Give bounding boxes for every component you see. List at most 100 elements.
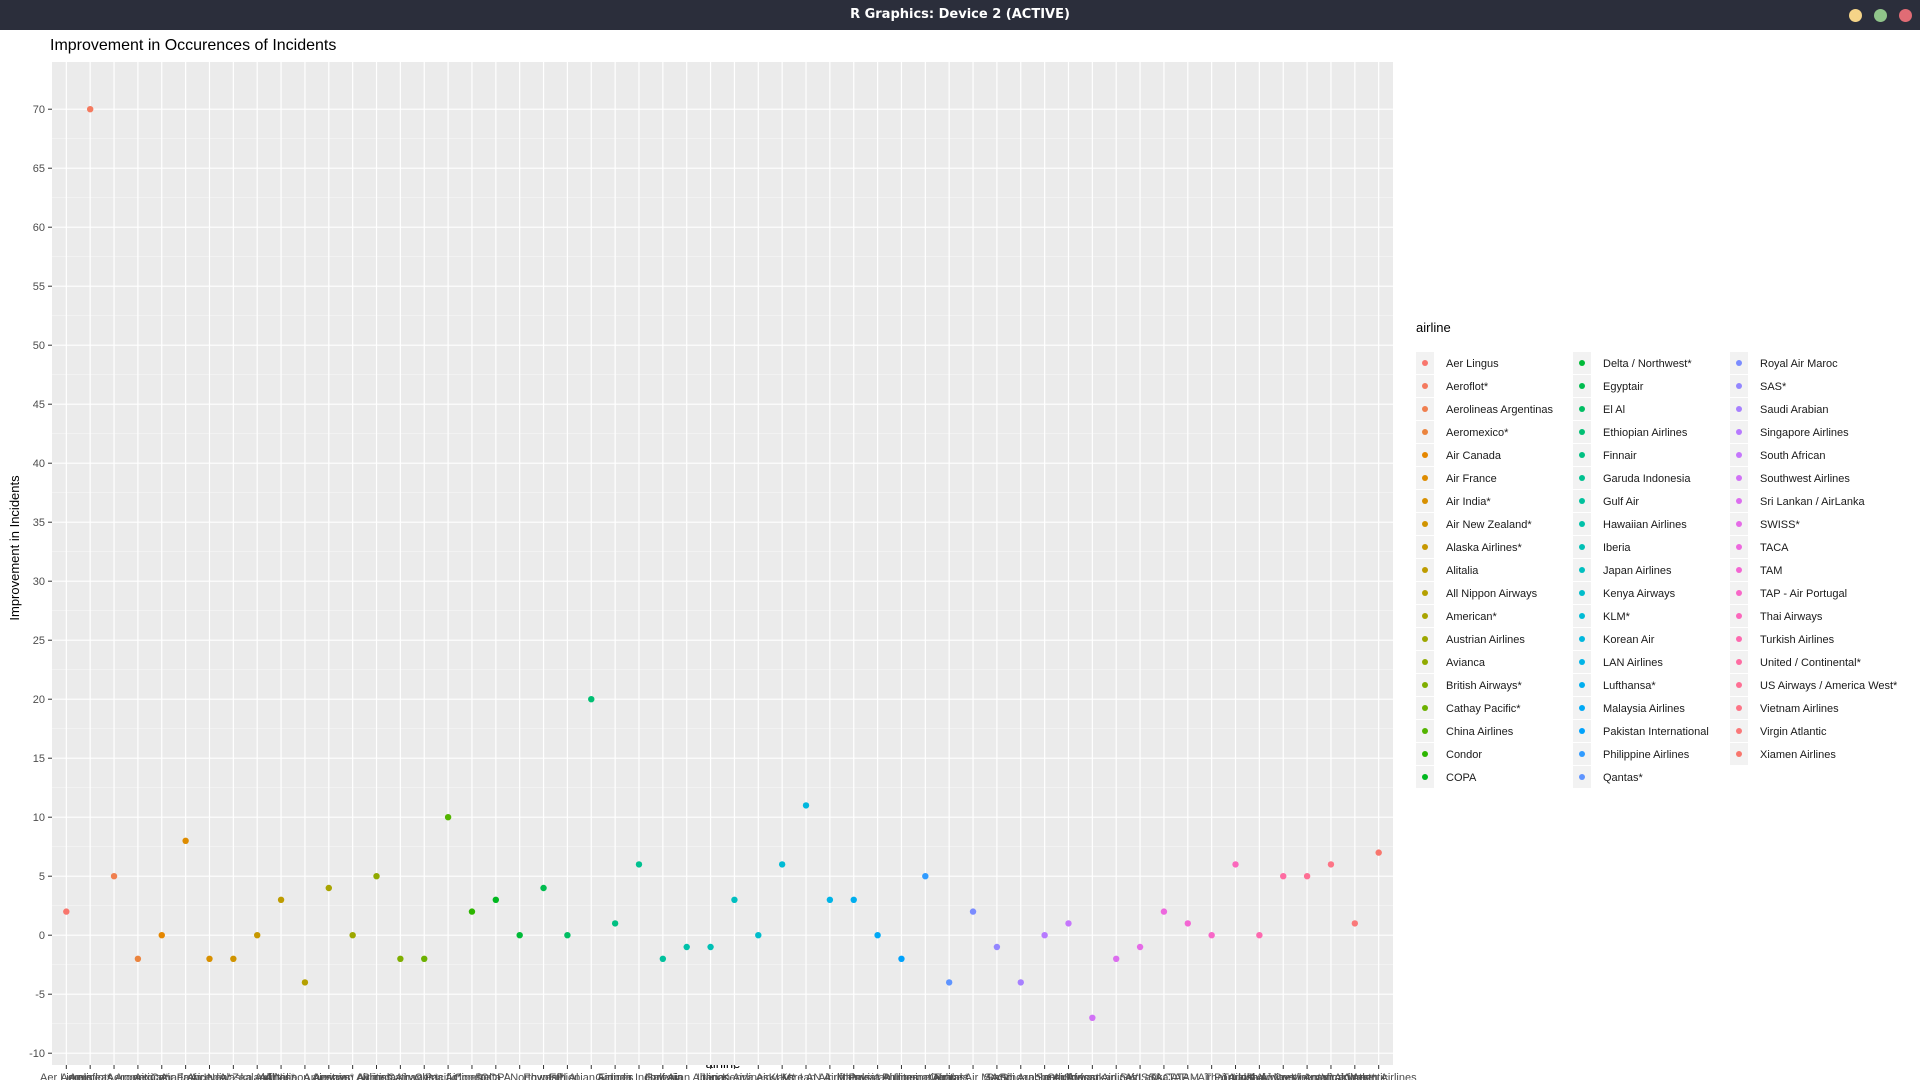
legend-label: United / Continental* [1760, 657, 1862, 669]
x-tick-label: China Airlines [414, 1072, 482, 1080]
legend-marker [1736, 636, 1742, 642]
legend-marker [1579, 705, 1585, 711]
x-tick-label: Singapore Airlines [1000, 1072, 1089, 1080]
x-tick-label: Sri Lankan / AirLanka [1064, 1072, 1169, 1080]
x-tick-label: Condor [454, 1072, 490, 1080]
legend-label: Philippine Airlines [1603, 749, 1690, 761]
x-tick-label: Virgin Atlantic [1322, 1072, 1389, 1080]
x-tick-label: Aeromexico* [107, 1072, 170, 1080]
legend-marker [1422, 406, 1428, 412]
close-button[interactable] [1899, 9, 1912, 22]
legend-label: China Airlines [1446, 726, 1514, 738]
x-tick-label: Korean Air [780, 1072, 832, 1080]
legend-label: Austrian Airlines [1446, 634, 1525, 646]
legend-marker [1579, 774, 1585, 780]
x-tick-label: Thai Airways [1204, 1072, 1267, 1080]
data-point [945, 979, 953, 986]
data-point [230, 955, 237, 962]
data-point [373, 873, 380, 880]
legend-label: Aeromexico* [1446, 427, 1509, 439]
y-tick-label: 20 [33, 694, 45, 706]
legend-label: TACA [1760, 542, 1789, 554]
x-tick-label: US Airways / America West* [1238, 1072, 1376, 1080]
x-tick-label: Malaysia Airlines [837, 1072, 919, 1080]
legend-marker [1579, 567, 1585, 573]
legend-marker [1736, 452, 1742, 458]
legend-label: Qantas* [1603, 772, 1643, 784]
legend-label: Aer Lingus [1446, 358, 1499, 370]
y-tick-label: 65 [33, 163, 45, 175]
y-tick-label: 40 [33, 458, 45, 470]
legend-marker [1579, 521, 1585, 527]
legend-label: Ethiopian Airlines [1603, 427, 1688, 439]
legend-marker [1736, 705, 1742, 711]
data-point [444, 814, 452, 821]
legend-marker [1422, 567, 1428, 573]
legend-marker [1422, 429, 1428, 435]
x-tick-label: Aeroflot* [69, 1072, 112, 1080]
legend-label: Sri Lankan / AirLanka [1760, 496, 1865, 508]
legend-label: Southwest Airlines [1760, 473, 1850, 485]
minimize-button[interactable] [1849, 9, 1862, 22]
legend-marker [1736, 406, 1742, 412]
data-point [1303, 873, 1311, 880]
legend-label: US Airways / America West* [1760, 680, 1898, 692]
x-tick-label: Air France [160, 1072, 211, 1080]
x-tick-label: Pakistan International [849, 1072, 955, 1080]
grid-lines [52, 62, 1393, 1065]
y-tick-label: 35 [33, 517, 45, 529]
legend-marker [1736, 429, 1742, 435]
legend: airline Aer Lingus Aeroflot* Aerolineas Ar… [1416, 320, 1898, 788]
x-tick-label: Japan Airlines [700, 1072, 769, 1080]
data-point [254, 932, 261, 939]
window-titlebar: R Graphics: Device 2 (ACTIVE) [0, 0, 1920, 30]
legend-label: British Airways* [1446, 680, 1523, 692]
chart-title: Improvement in Occurences of Incidents [50, 37, 336, 54]
scatter-chart: Improvement in Occurences of Incidents I… [7, 37, 1898, 1080]
legend-label: El Al [1603, 404, 1625, 416]
data-point [1160, 908, 1168, 915]
data-point [325, 884, 332, 892]
legend-label: Finnair [1603, 450, 1637, 462]
y-tick-label: -10 [29, 1048, 45, 1060]
data-point [969, 908, 977, 915]
panel-background [52, 62, 1393, 1065]
legend-marker [1579, 659, 1585, 665]
legend-marker [1422, 636, 1428, 642]
legend-label: Aeroflot* [1446, 381, 1489, 393]
data-point [778, 861, 786, 868]
data-point [1017, 979, 1024, 986]
legend-marker [1579, 383, 1585, 389]
legend-label: Cathay Pacific* [1446, 703, 1521, 715]
data-point [1113, 955, 1120, 962]
data-point [1136, 943, 1144, 951]
legend-marker [1579, 613, 1585, 619]
legend-label: KLM* [1603, 611, 1631, 623]
data-point [635, 861, 643, 868]
x-tick-label: Air New Zealand* [191, 1072, 277, 1080]
x-tick-label: American* [303, 1072, 354, 1080]
legend-label: All Nippon Airways [1446, 588, 1538, 600]
legend-marker [1422, 544, 1428, 550]
legend-marker [1579, 636, 1585, 642]
legend-marker [1422, 452, 1428, 458]
maximize-button[interactable] [1874, 9, 1887, 22]
window-title: R Graphics: Device 2 (ACTIVE) [850, 7, 1070, 22]
y-tick-label: 30 [33, 576, 45, 588]
y-tick-label: 60 [33, 222, 45, 234]
data-point [1327, 861, 1335, 868]
legend-label: Delta / Northwest* [1603, 358, 1692, 370]
legend-marker [1422, 774, 1428, 780]
data-point [898, 955, 905, 962]
legend-label: Aerolineas Argentinas [1446, 404, 1554, 416]
x-tick-label: Alaska Airlines* [219, 1072, 296, 1080]
x-tick-label: TAM [1177, 1072, 1199, 1080]
data-point [349, 932, 356, 939]
data-point [134, 955, 142, 962]
legend-label: Malaysia Airlines [1603, 703, 1685, 715]
legend-marker [1579, 751, 1585, 757]
x-tick-label: Air India* [187, 1072, 232, 1080]
x-tick-label: TACA [1150, 1072, 1179, 1080]
y-axis-label: Improvement in Incidents [7, 475, 22, 621]
legend-label: TAM [1760, 565, 1782, 577]
